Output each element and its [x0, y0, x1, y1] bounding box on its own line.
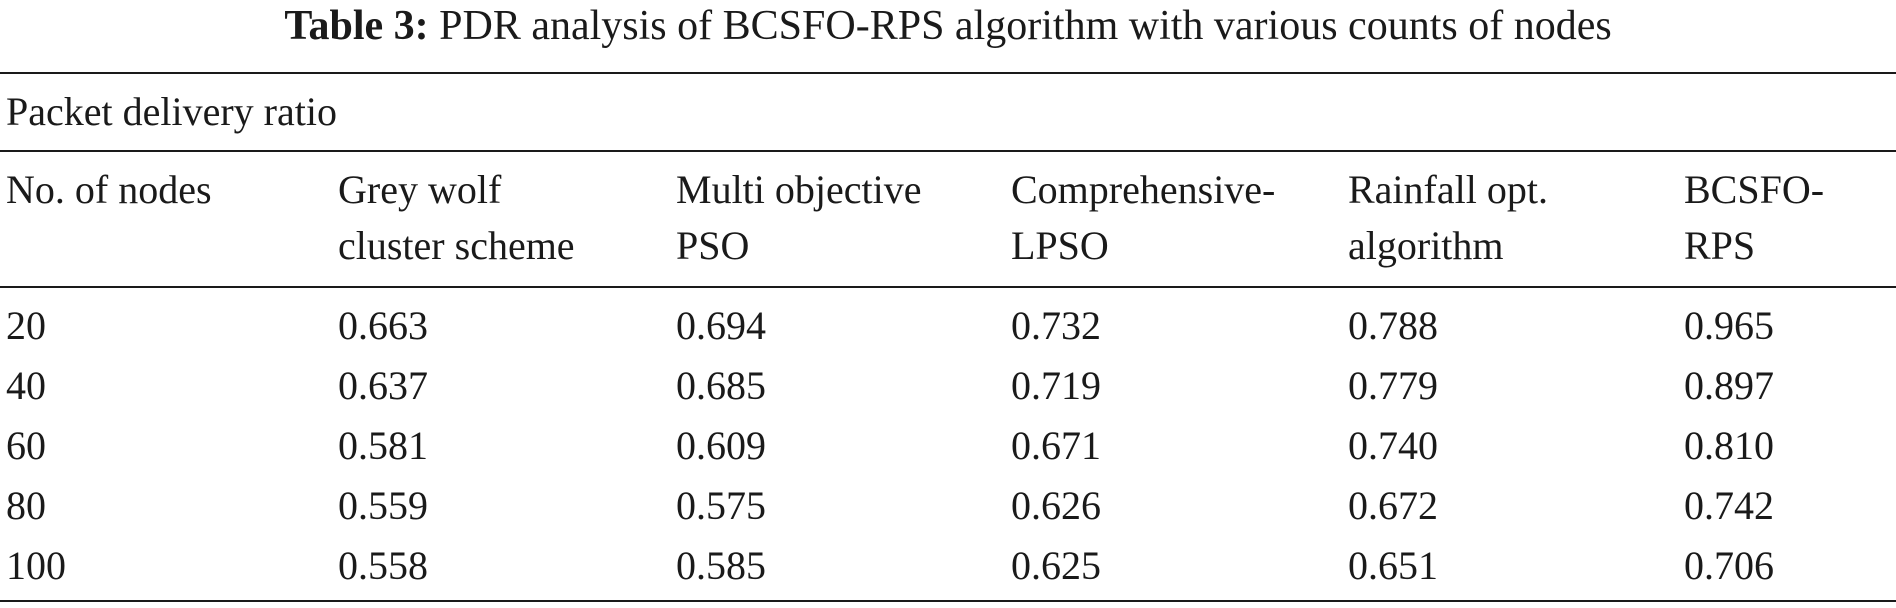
column-header-multi-objective-pso: Multi objective PSO [676, 167, 922, 268]
table-row: 100 0.558 0.585 0.625 0.651 0.706 [0, 536, 1896, 596]
table-caption-text: PDR analysis of BCSFO-RPS algorithm with… [439, 3, 1612, 49]
table-caption: Table 3: PDR analysis of BCSFO-RPS algor… [0, 0, 1896, 68]
table-cell: 0.581 [338, 423, 428, 468]
table-cell: 20 [6, 303, 46, 348]
table-cell: 0.625 [1011, 543, 1101, 588]
table-header-rule [0, 286, 1896, 288]
table-cell: 0.706 [1684, 543, 1774, 588]
table-cell: 0.740 [1348, 423, 1438, 468]
table-cell: 0.779 [1348, 363, 1438, 408]
table-row: 80 0.559 0.575 0.626 0.672 0.742 [0, 476, 1896, 536]
table-cell: 0.558 [338, 543, 428, 588]
table-cell: 0.788 [1348, 303, 1438, 348]
table-cell: 0.719 [1011, 363, 1101, 408]
table-cell: 0.637 [338, 363, 428, 408]
table-group-rule [0, 150, 1896, 152]
table-cell: 0.609 [676, 423, 766, 468]
table-cell: 0.810 [1684, 423, 1774, 468]
table-cell: 0.897 [1684, 363, 1774, 408]
table-cell: 0.559 [338, 483, 428, 528]
column-header-bcsfo-rps: BCSFO- RPS [1684, 167, 1825, 268]
table-group-label: Packet delivery ratio [6, 89, 337, 134]
table-cell: 80 [6, 483, 46, 528]
column-header-comprehensive-lpso: Comprehensive- LPSO [1011, 167, 1276, 268]
table-cell: 0.663 [338, 303, 428, 348]
table-cell: 60 [6, 423, 46, 468]
column-header-nodes: No. of nodes [6, 167, 212, 212]
table-cell: 0.732 [1011, 303, 1101, 348]
table-caption-label: Table 3: [284, 3, 429, 49]
column-header-rainfall-opt: Rainfall opt. algorithm [1348, 167, 1548, 268]
table-cell: 40 [6, 363, 46, 408]
table-bottom-rule [0, 600, 1896, 602]
table-cell: 0.685 [676, 363, 766, 408]
table-cell: 100 [6, 543, 66, 588]
column-header-grey-wolf: Grey wolf cluster scheme [338, 167, 575, 268]
table-row: 20 0.663 0.694 0.732 0.788 0.965 [0, 296, 1896, 356]
table-cell: 0.671 [1011, 423, 1101, 468]
table-cell: 0.651 [1348, 543, 1438, 588]
table-cell: 0.965 [1684, 303, 1774, 348]
table-top-rule [0, 72, 1896, 74]
table-cell: 0.575 [676, 483, 766, 528]
table-row: 60 0.581 0.609 0.671 0.740 0.810 [0, 416, 1896, 476]
table-cell: 0.672 [1348, 483, 1438, 528]
table-cell: 0.585 [676, 543, 766, 588]
table-row: 40 0.637 0.685 0.719 0.779 0.897 [0, 356, 1896, 416]
table-cell: 0.742 [1684, 483, 1774, 528]
table-cell: 0.694 [676, 303, 766, 348]
table-cell: 0.626 [1011, 483, 1101, 528]
